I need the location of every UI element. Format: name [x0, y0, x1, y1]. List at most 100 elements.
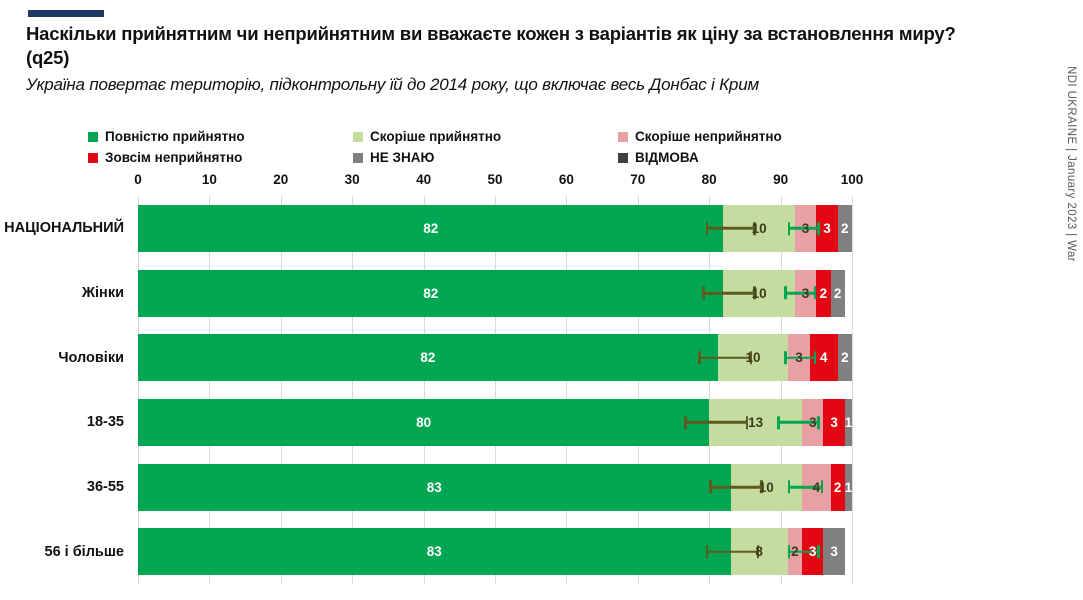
- legend-swatch-icon: [353, 152, 363, 163]
- bar-segment-value: 82: [420, 350, 436, 366]
- bar-segment[interactable]: 1: [845, 398, 852, 446]
- bar-rows: НАЦІОНАЛЬНИЙ 82 10 3 3 2 Жінки 82 10 3 2 2 Чоловіки 8…: [4, 196, 853, 584]
- axis-tick-label: 60: [558, 172, 574, 187]
- bar-segment[interactable]: 2: [837, 204, 852, 252]
- bar-segment[interactable]: 2: [830, 269, 845, 317]
- row-label: 56 і більше: [44, 543, 124, 560]
- gridline: [352, 196, 354, 584]
- bar-segment-value: 1: [844, 479, 853, 495]
- row-label: Чоловіки: [58, 349, 124, 366]
- bar-segment[interactable]: 83: [138, 463, 731, 511]
- stacked-bar[interactable]: 82 10 3 3 2: [138, 204, 852, 252]
- error-bar: [784, 356, 817, 359]
- legend-item-label: Повністю прийнятно: [105, 129, 245, 144]
- bar-segment-value: 10: [758, 479, 774, 495]
- error-bar: [702, 291, 756, 295]
- legend-item-label: Скоріше неприйнятно: [635, 129, 782, 144]
- error-bar: [705, 227, 756, 230]
- error-bar: [684, 421, 749, 424]
- bar-segment-value: 80: [416, 414, 432, 430]
- gridline: [138, 196, 139, 584]
- bar-segment[interactable]: 83: [138, 528, 731, 576]
- legend-item[interactable]: НЕ ЗНАЮ: [353, 150, 618, 165]
- chart-row: Чоловіки 82 10 3 4 2: [58, 325, 852, 390]
- bar-segment-value: 3: [808, 414, 817, 430]
- axis-tick-label: 100: [840, 172, 864, 187]
- legend-item[interactable]: Скоріше неприйнятно: [618, 129, 888, 144]
- bar-segment-value: 10: [751, 285, 767, 301]
- error-bar: [698, 356, 753, 359]
- stacked-bar[interactable]: 82 10 3 4 2: [138, 334, 852, 382]
- legend-swatch-icon: [618, 131, 628, 142]
- stacked-bar[interactable]: 82 10 3 2 2: [138, 269, 852, 317]
- stacked-bar[interactable]: 83 8 2 3 3: [138, 528, 852, 576]
- gridline: [852, 196, 853, 584]
- bar-segment[interactable]: 80: [138, 398, 710, 446]
- bar-segment-value: 3: [795, 350, 803, 366]
- bar-segment-value: 2: [833, 479, 842, 495]
- gridline: [566, 196, 568, 584]
- bar-segment-value: 3: [808, 544, 817, 560]
- error-bar: [787, 485, 824, 489]
- axis-tick-label: 50: [487, 172, 503, 187]
- legend-item[interactable]: Скоріше прийнятно: [353, 129, 618, 144]
- axis-tick-label: 10: [201, 172, 217, 187]
- stacked-bar[interactable]: 80 13 3 3 1: [138, 398, 852, 446]
- bar-segment[interactable]: 3: [816, 204, 838, 252]
- chart-row: 18-35 80 13 3 3 1: [87, 390, 852, 455]
- bar-segment[interactable]: 3: [823, 398, 845, 446]
- legend-swatch-icon: [88, 152, 98, 163]
- bar-segment-value: 13: [748, 414, 764, 430]
- bar-segment-value: 3: [823, 220, 831, 236]
- bar-segment-value: 2: [841, 220, 849, 236]
- gridline: [423, 196, 425, 584]
- gridline: [637, 196, 639, 584]
- bar-segment[interactable]: 2: [830, 463, 845, 511]
- legend-item-label: Зовсім неприйнятно: [105, 150, 243, 165]
- bar-segment-value: 3: [801, 285, 810, 301]
- bar-segment[interactable]: 3: [802, 398, 824, 446]
- axis-tick-label: 0: [134, 172, 142, 187]
- bar-segment-value: 83: [426, 479, 442, 495]
- bar-segment-value: 3: [801, 220, 810, 236]
- legend-item[interactable]: Повністю прийнятно: [88, 129, 353, 144]
- bar-segment-value: 10: [751, 220, 767, 236]
- bar-segment[interactable]: 82: [138, 269, 724, 317]
- error-bar: [777, 421, 820, 424]
- bar-segment-value: 82: [423, 220, 439, 236]
- error-bar: [709, 485, 763, 489]
- gridline: [209, 196, 211, 584]
- bar-segment[interactable]: 3: [794, 269, 817, 317]
- bar-segment-value: 2: [841, 350, 849, 366]
- bar-segment-value: 2: [791, 544, 799, 560]
- chart-row: НАЦІОНАЛЬНИЙ 82 10 3 3 2: [4, 196, 852, 261]
- row-label: Жінки: [81, 285, 124, 301]
- bar-segment[interactable]: 2: [787, 528, 802, 576]
- bar-segment[interactable]: 3: [801, 528, 824, 576]
- chart-row: 56 і більше 83 8 2 3 3: [45, 519, 852, 584]
- error-bar: [787, 227, 820, 230]
- legend-item[interactable]: Зовсім неприйнятно: [88, 150, 353, 165]
- bar-segment[interactable]: 2: [837, 334, 852, 382]
- bar-segment[interactable]: 82: [138, 204, 724, 252]
- bar-segment[interactable]: 3: [823, 528, 845, 576]
- bar-segment[interactable]: 3: [788, 334, 810, 382]
- x-axis: 0 10 20 30 40 50 60 70 80 90 100: [134, 172, 863, 192]
- stacked-bar[interactable]: 83 10 4 2 1: [138, 463, 853, 511]
- legend-item-label: Скоріше прийнятно: [370, 129, 502, 144]
- bar-segment[interactable]: 3: [794, 204, 817, 252]
- gridline: [780, 196, 782, 584]
- axis-tick-label: 80: [701, 172, 717, 187]
- bar-segment[interactable]: 10: [717, 334, 789, 382]
- chart-subtitle: Україна повертає територію, підконтрольн…: [26, 75, 759, 95]
- bar-segment[interactable]: 2: [816, 269, 831, 317]
- row-label: 36-55: [86, 479, 124, 496]
- bar-segment-value: 3: [830, 544, 838, 560]
- error-bar: [787, 550, 820, 553]
- legend-item[interactable]: ВІДМОВА: [618, 150, 888, 165]
- chart-row: 36-55 83 10 4 2 1: [87, 455, 853, 520]
- gridline: [280, 196, 282, 584]
- plot-area: НАЦІОНАЛЬНИЙ 82 10 3 3 2 Жінки 82 10 3 2 2 Чоловіки 8…: [4, 196, 853, 584]
- bar-segment[interactable]: 82: [138, 334, 718, 382]
- bar-segment[interactable]: 1: [844, 463, 853, 511]
